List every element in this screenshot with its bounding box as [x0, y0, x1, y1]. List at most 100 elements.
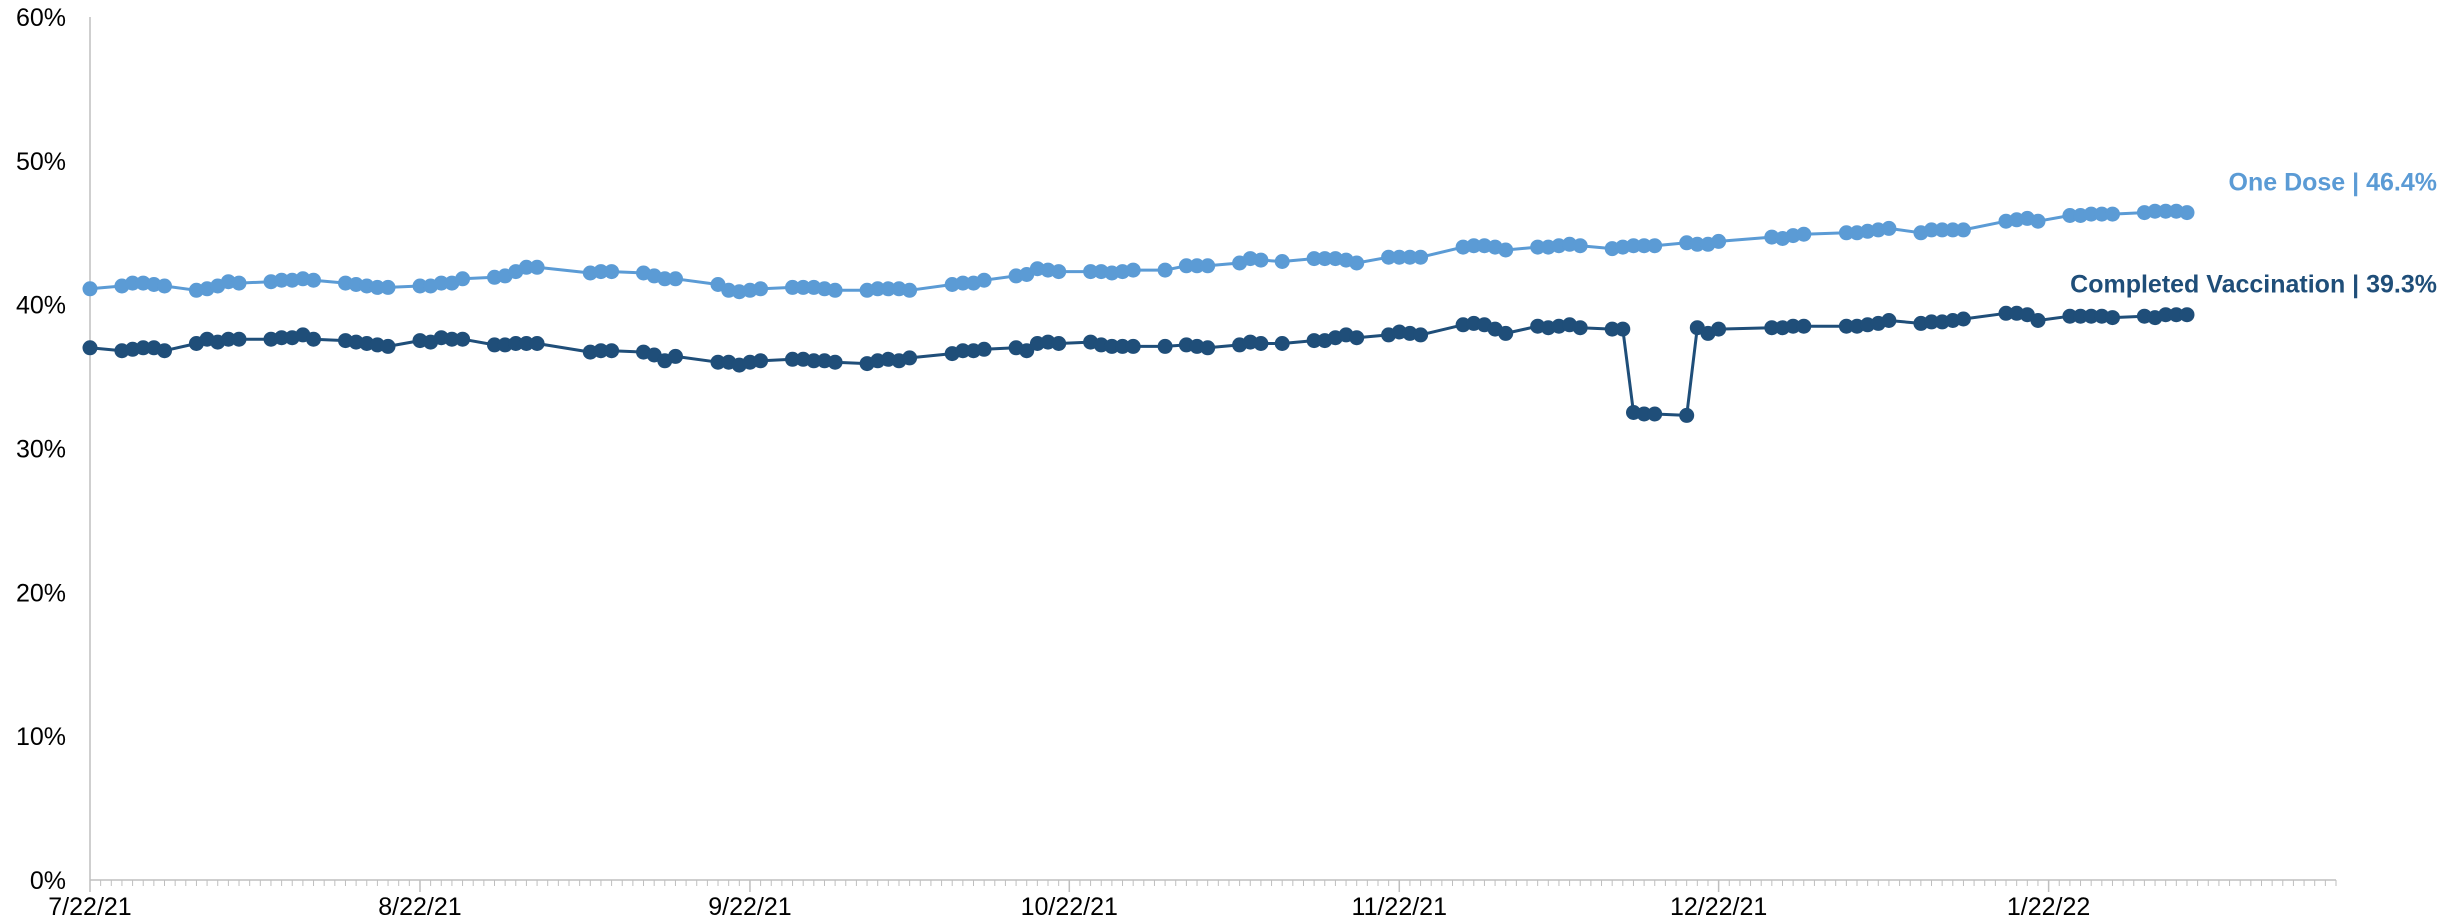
data-point [1615, 321, 1631, 337]
data-point [455, 271, 471, 287]
data-point [1636, 238, 1652, 254]
data-point [955, 343, 971, 359]
data-point [795, 279, 811, 295]
x-tick-label: 1/22/22 [2007, 893, 2090, 921]
x-tick-label: 8/22/21 [378, 893, 461, 921]
data-point [508, 336, 524, 351]
data-point [157, 278, 172, 294]
data-point [1115, 338, 1130, 354]
data-point [380, 338, 396, 354]
data-point [2073, 308, 2088, 324]
data-point [1104, 338, 1120, 354]
data-point [2158, 203, 2174, 219]
data-point [753, 353, 769, 369]
data-point [306, 331, 321, 347]
data-point [1838, 225, 1854, 241]
data-point [1711, 233, 1727, 249]
data-point [380, 279, 396, 295]
data-point [274, 330, 290, 346]
data-point [2147, 203, 2163, 219]
data-point [1955, 222, 1971, 238]
data-point [1626, 238, 1641, 254]
data-point [1125, 262, 1141, 278]
data-point [1498, 325, 1514, 341]
data-point [1679, 407, 1695, 423]
series-line-one_dose [89, 209, 2188, 294]
y-tick-label: 0% [30, 867, 66, 895]
data-point [2083, 308, 2099, 324]
data-point [1349, 330, 1365, 346]
data-point [2105, 310, 2120, 326]
data-point [1711, 321, 1727, 337]
data-point [157, 343, 172, 359]
data-point [1178, 258, 1194, 274]
data-point [880, 281, 896, 297]
data-point [231, 275, 247, 291]
data-point [2105, 206, 2120, 222]
data-point [753, 281, 769, 297]
data-point [1157, 338, 1173, 354]
data-point [125, 275, 141, 291]
y-tick-label: 40% [16, 292, 66, 320]
data-point [529, 259, 545, 275]
data-point [870, 281, 886, 297]
data-point [412, 278, 428, 294]
data-point [1253, 252, 1269, 268]
data-point [1381, 249, 1397, 265]
data-point [1689, 236, 1705, 252]
data-point [82, 340, 98, 356]
data-point [1051, 264, 1067, 280]
data-point [710, 354, 726, 370]
data-point [1785, 318, 1801, 334]
data-point [1636, 406, 1652, 422]
data-point [1604, 321, 1620, 337]
data-point [2179, 307, 2195, 323]
data-point [518, 259, 534, 275]
data-point [1189, 258, 1205, 274]
y-tick-label: 50% [16, 148, 66, 176]
data-point [1796, 226, 1812, 242]
y-tick-label: 20% [16, 579, 66, 607]
data-point [604, 343, 620, 359]
data-point [976, 272, 992, 288]
x-tick-label: 11/22/21 [1352, 893, 1447, 921]
data-point [668, 348, 683, 364]
data-point [657, 271, 673, 287]
data-point [1647, 238, 1663, 254]
data-point [1796, 318, 1812, 334]
data-point [369, 279, 385, 295]
data-point [444, 331, 460, 347]
data-point [785, 351, 800, 367]
data-point [668, 271, 683, 287]
data-point [1764, 320, 1780, 336]
y-tick-label: 30% [16, 436, 66, 464]
series-label-completed: Completed Vaccination | 39.3% [2070, 271, 2437, 299]
data-point [1945, 222, 1961, 238]
data-point [1019, 343, 1035, 359]
data-point [433, 275, 449, 291]
data-point [1413, 249, 1429, 265]
data-point [2168, 307, 2184, 323]
data-point [2083, 206, 2099, 222]
data-point [2030, 213, 2046, 229]
data-point [2158, 307, 2174, 323]
series-labels: One Dose | 46.4% Completed Vaccination | … [2070, 169, 2437, 299]
data-point [955, 275, 971, 291]
y-tick-label: 10% [16, 723, 66, 751]
data-point [976, 341, 992, 357]
data-point [593, 264, 609, 280]
data-point [827, 282, 843, 298]
data-point [2179, 205, 2195, 221]
data-point [220, 331, 236, 347]
y-tick-label: 60% [16, 4, 66, 32]
data-point [1924, 222, 1939, 238]
data-point [593, 343, 609, 359]
data-point [1466, 238, 1482, 254]
data-point [1572, 320, 1588, 336]
data-point [1881, 220, 1897, 236]
x-tick-label: 10/22/21 [1021, 893, 1118, 921]
data-point [1083, 264, 1099, 280]
data-point [1881, 313, 1897, 328]
data-point [1157, 262, 1173, 278]
data-point [2062, 208, 2078, 223]
